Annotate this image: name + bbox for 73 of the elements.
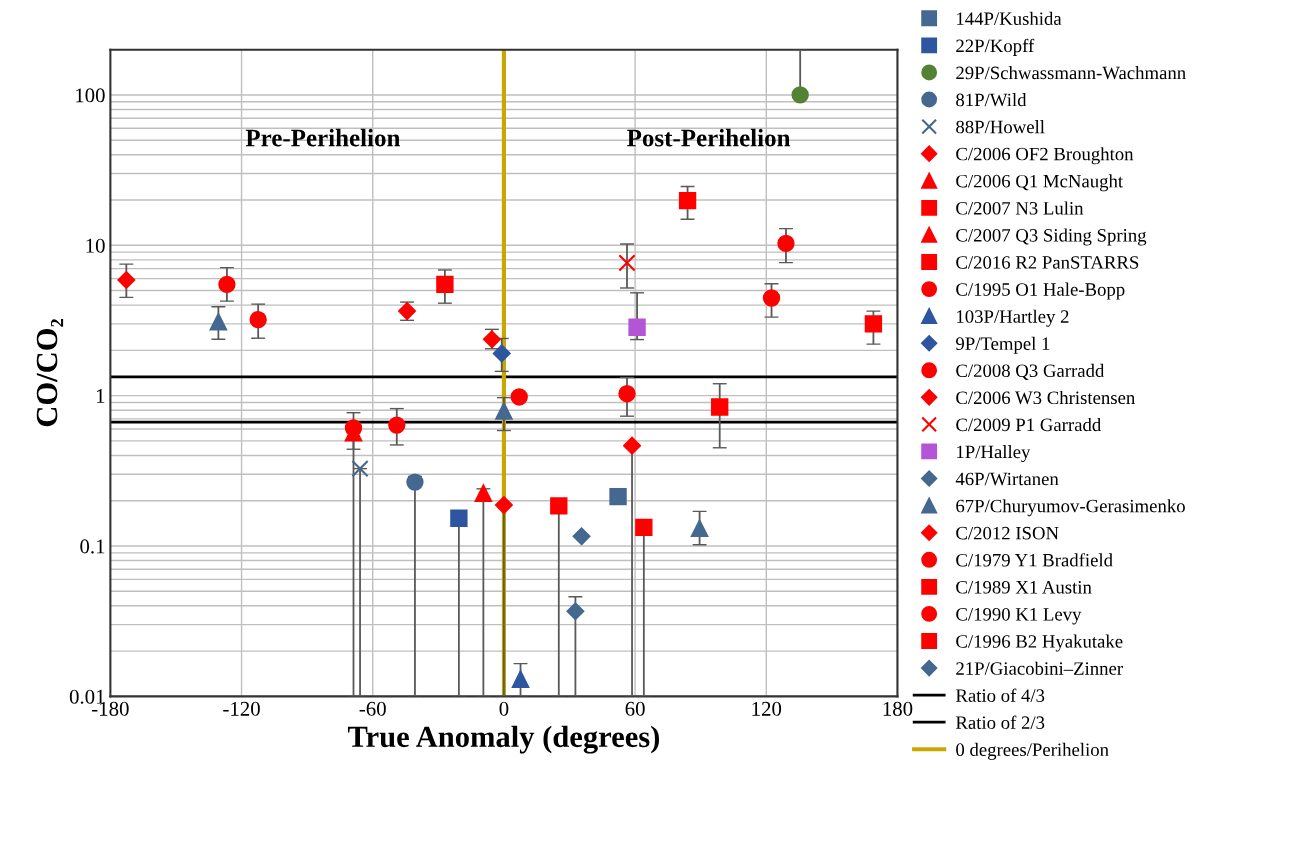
- point: [550, 497, 568, 515]
- point: [406, 473, 424, 491]
- legend-label: Ratio of 2/3: [955, 715, 1045, 729]
- point: [388, 416, 406, 434]
- legend-label: 144P/Kushida: [957, 11, 1062, 26]
- point: [510, 388, 528, 406]
- point: [762, 289, 781, 307]
- point: [492, 344, 511, 363]
- point: [572, 527, 591, 546]
- legend-label: 29P/Schwassmann-Wachmann: [956, 66, 1186, 80]
- x-tick-label: -120: [223, 701, 260, 716]
- legend-label: 0 degrees/Perihelion: [956, 742, 1109, 760]
- point: [791, 86, 809, 104]
- legend-label: C/2008 Q3 Garradd: [956, 363, 1105, 380]
- x-tick-label: 60: [625, 701, 645, 716]
- point: [623, 436, 641, 455]
- point: [436, 275, 454, 293]
- point: [495, 496, 513, 515]
- legend-label: 67P/Churyumov-Gerasimenko: [956, 499, 1185, 517]
- legend-label: C/2006 W3 Christensen: [956, 390, 1135, 405]
- point: [777, 234, 795, 253]
- x-axis-title: True Anomaly (degrees): [347, 725, 660, 754]
- legend-label: C/2016 R2 PanSTARRS: [956, 256, 1139, 269]
- x-tick-label: 180: [883, 701, 913, 716]
- legend-label: C/2012 ISON: [956, 526, 1059, 540]
- point: [450, 509, 468, 527]
- point: [566, 602, 585, 621]
- point: [209, 313, 228, 331]
- legend-label: C/1996 B2 Hyakutake: [956, 634, 1123, 652]
- y-tick-label: 1: [96, 389, 105, 403]
- point: [711, 398, 729, 416]
- legend-label: C/1989 X1 Austin: [956, 580, 1092, 594]
- legend-label: C/1990 K1 Levy: [956, 607, 1082, 625]
- legend-label: C/1995 O1 Hale-Bopp: [956, 282, 1125, 300]
- point: [351, 459, 369, 478]
- legend-label: 81P/Wild: [956, 93, 1027, 107]
- legend-label: 21P/Giacobini–Zinner: [956, 661, 1123, 675]
- legend-label: 46P/Wirtanen: [955, 472, 1059, 486]
- point: [609, 487, 627, 506]
- point: [249, 311, 267, 329]
- legend-label: 9P/Tempel 1: [956, 336, 1050, 354]
- x-tick-label: -60: [359, 701, 386, 716]
- legend-label: C/2007 Q3 Siding Spring: [956, 228, 1147, 246]
- legend-label: Ratio of 4/3: [955, 688, 1045, 702]
- point: [618, 385, 636, 403]
- point: [635, 518, 653, 537]
- x-tick-label: 120: [752, 701, 782, 716]
- point: [864, 315, 883, 333]
- point: [618, 254, 636, 272]
- annotation: Post-Perihelion: [627, 128, 791, 147]
- point: [218, 275, 236, 293]
- point: [628, 318, 646, 336]
- legend-label: C/2007 N3 Lulin: [956, 201, 1084, 215]
- point: [495, 402, 513, 420]
- y-tick-label: 0.1: [80, 539, 105, 554]
- legend-label: 103P/Hartley 2: [957, 309, 1069, 327]
- point: [511, 670, 530, 688]
- point: [117, 271, 136, 289]
- x-tick-label: 0: [499, 701, 509, 716]
- point: [474, 484, 493, 502]
- y-axis-title: CO/CO₂: [36, 319, 64, 427]
- annotation: Pre-Perihelion: [245, 128, 401, 147]
- legend-label: C/2006 OF2 Broughton: [956, 147, 1134, 165]
- y-tick-label: 10: [86, 238, 105, 253]
- y-tick-label: 100: [76, 88, 105, 103]
- legend-label: C/1979 Y1 Bradfield: [956, 553, 1113, 567]
- legend-label: 22P/Kopff: [956, 38, 1035, 56]
- point: [690, 519, 709, 538]
- legend-label: 88P/Howell: [956, 120, 1045, 134]
- point: [678, 192, 697, 210]
- legend-label: C/2006 Q1 McNaught: [956, 174, 1123, 192]
- legend-label: 1P/Halley: [957, 445, 1031, 463]
- legend-label: C/2009 P1 Garradd: [956, 417, 1101, 432]
